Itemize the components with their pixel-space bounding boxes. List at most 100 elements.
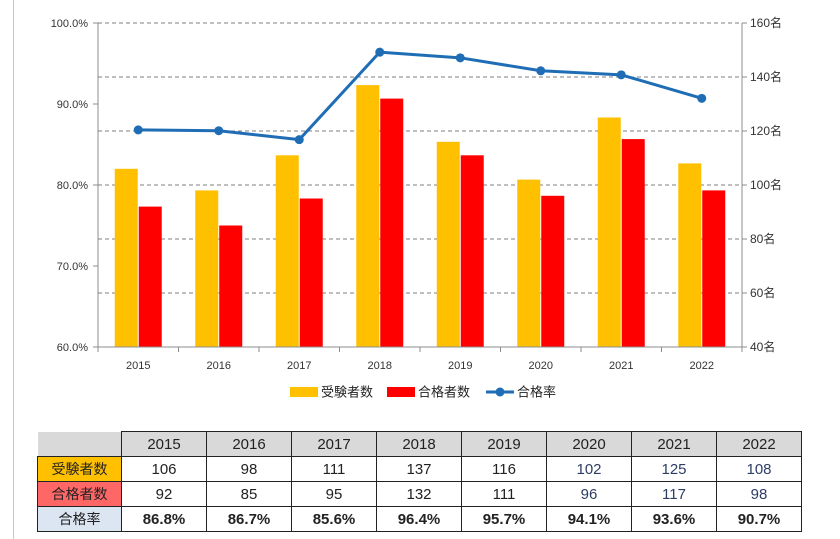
table-cell: 98 — [716, 481, 802, 507]
x-tick-label: 2019 — [448, 360, 472, 372]
x-tick-label: 2020 — [529, 360, 553, 372]
table-header-row: 2015 2016 2017 2018 2019 2020 2021 2022 — [37, 431, 802, 457]
rate-line — [133, 47, 707, 145]
table-year-2019: 2019 — [461, 431, 547, 457]
bar-examinees-2016 — [195, 190, 219, 347]
x-tick-label: 2021 — [609, 360, 633, 372]
left-tick-label: 70.0% — [57, 261, 88, 273]
right-tick-label: 140名 — [750, 69, 782, 84]
combo-chart: 60.0% 70.0% 80.0% 90.0% 100.0% 40名 60名 80名 100名… — [51, 15, 782, 401]
table-year-2017: 2017 — [291, 431, 377, 457]
table-row-examinees: 受験者数 106 98 111 137 116 102 125 108 — [37, 456, 802, 482]
legend: 受験者数 合格者数 合格率 — [290, 385, 556, 401]
rate-point-2019 — [455, 53, 465, 63]
rate-point-2016 — [214, 126, 224, 136]
table-cell: 117 — [631, 481, 717, 507]
right-tick-label: 100名 — [750, 177, 782, 192]
bar-examinees-2015 — [114, 168, 138, 347]
x-tick-label: 2016 — [207, 360, 231, 372]
left-tick-label: 100.0% — [51, 18, 89, 30]
table-year-2018: 2018 — [376, 431, 462, 457]
table-year-2020: 2020 — [546, 431, 632, 457]
rate-point-2018 — [375, 47, 385, 57]
table-cell: 102 — [546, 456, 632, 482]
table-cell: 85.6% — [291, 506, 377, 532]
row-label-examinees: 受験者数 — [37, 456, 122, 482]
legend-swatch-passers — [387, 387, 415, 397]
gridlines — [98, 22, 742, 294]
right-axis-ticks: 40名 60名 80名 100名 120名 140名 160名 — [750, 15, 782, 354]
table-year-2022: 2022 — [716, 431, 802, 457]
table-cell: 96 — [546, 481, 632, 507]
table-year-2015: 2015 — [121, 431, 207, 457]
legend-label-pass-rate: 合格率 — [517, 385, 556, 401]
table-cell: 93.6% — [631, 506, 717, 532]
table-cell: 106 — [121, 456, 207, 482]
table-corner — [37, 431, 122, 457]
rate-point-2021 — [616, 70, 626, 80]
table-cell: 86.7% — [206, 506, 292, 532]
legend-label-passers: 合格者数 — [418, 385, 470, 401]
bars — [114, 85, 726, 347]
table-row-pass-rate: 合格率 86.8% 86.7% 85.6% 96.4% 95.7% 94.1% … — [37, 506, 802, 532]
bar-examinees-2019 — [436, 141, 460, 347]
x-tick-label: 2022 — [690, 360, 714, 372]
left-tick-label: 60.0% — [57, 342, 88, 354]
table-cell: 94.1% — [546, 506, 632, 532]
legend-marker-pass-rate — [495, 387, 505, 397]
table-cell: 85 — [206, 481, 292, 507]
axes — [93, 22, 747, 352]
bar-passers-2018 — [380, 98, 404, 347]
bar-passers-2020 — [541, 195, 565, 347]
left-tick-label: 90.0% — [57, 99, 88, 111]
legend-label-examinees: 受験者数 — [321, 386, 373, 401]
table-cell: 137 — [376, 456, 462, 482]
table-cell: 98 — [206, 456, 292, 482]
left-border-line — [13, 0, 14, 539]
rate-point-2015 — [133, 125, 143, 135]
bar-examinees-2021 — [597, 117, 621, 347]
table-cell: 90.7% — [716, 506, 802, 532]
x-tick-label: 2018 — [368, 360, 392, 372]
bar-examinees-2018 — [356, 85, 380, 347]
table-cell: 132 — [376, 481, 462, 507]
left-axis-ticks: 60.0% 70.0% 80.0% 90.0% 100.0% — [51, 18, 89, 354]
legend-swatch-examinees — [290, 387, 318, 397]
bar-examinees-2020 — [517, 179, 541, 347]
right-tick-label: 160名 — [750, 15, 782, 30]
x-axis-ticks: 2015 2016 2017 2018 2019 2020 2021 2022 — [126, 360, 714, 372]
table-year-2016: 2016 — [206, 431, 292, 457]
bar-passers-2021 — [621, 139, 645, 347]
right-tick-label: 80名 — [750, 231, 775, 246]
bar-examinees-2017 — [275, 155, 299, 347]
bar-passers-2015 — [138, 206, 162, 347]
rate-point-2022 — [697, 93, 707, 103]
left-tick-label: 80.0% — [57, 180, 88, 192]
right-tick-label: 40名 — [750, 339, 775, 354]
right-tick-label: 120名 — [750, 123, 782, 138]
bar-passers-2022 — [702, 190, 726, 347]
data-table: 2015 2016 2017 2018 2019 2020 2021 2022 … — [37, 431, 802, 532]
row-label-passers: 合格者数 — [37, 481, 122, 507]
rate-point-2017 — [294, 135, 304, 145]
table-cell: 108 — [716, 456, 802, 482]
table-cell: 95.7% — [461, 506, 547, 532]
table-cell: 125 — [631, 456, 717, 482]
table-year-2021: 2021 — [631, 431, 717, 457]
table-row-passers: 合格者数 92 85 95 132 111 96 117 98 — [37, 481, 802, 507]
bar-passers-2016 — [219, 225, 243, 347]
bar-examinees-2022 — [678, 163, 702, 347]
x-tick-label: 2017 — [287, 360, 311, 372]
table-cell: 111 — [461, 481, 547, 507]
bar-passers-2017 — [299, 198, 323, 347]
right-tick-label: 60名 — [750, 285, 775, 300]
table-cell: 116 — [461, 456, 547, 482]
x-tick-label: 2015 — [126, 360, 150, 372]
row-label-pass-rate: 合格率 — [37, 506, 122, 532]
rate-point-2020 — [536, 66, 546, 76]
table-cell: 92 — [121, 481, 207, 507]
rate-line-path — [138, 50, 703, 142]
table-cell: 86.8% — [121, 506, 207, 532]
table-cell: 111 — [291, 456, 377, 482]
bar-passers-2019 — [460, 155, 484, 347]
